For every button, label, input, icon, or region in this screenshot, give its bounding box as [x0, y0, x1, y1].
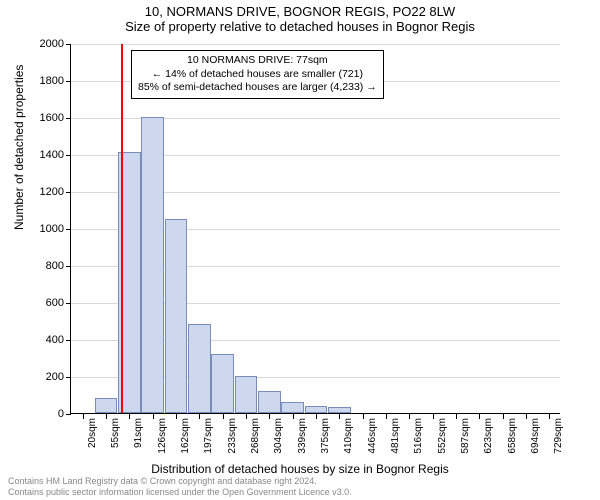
y-tick-mark [66, 81, 71, 82]
y-tick-label: 1800 [24, 75, 64, 87]
x-tick-label: 126sqm [157, 418, 168, 454]
x-tick-label: 55sqm [110, 418, 121, 448]
x-tick-label: 587sqm [460, 418, 471, 454]
page-title-line1: 10, NORMANS DRIVE, BOGNOR REGIS, PO22 8L… [0, 4, 600, 19]
x-tick-mark [176, 414, 177, 419]
y-tick-mark [66, 44, 71, 45]
x-tick-mark [456, 414, 457, 419]
x-tick-label: 339sqm [297, 418, 308, 454]
y-tick-mark [66, 229, 71, 230]
x-tick-label: 552sqm [437, 418, 448, 454]
x-tick-label: 729sqm [553, 418, 564, 454]
footer-line1: Contains HM Land Registry data © Crown c… [8, 476, 352, 486]
y-axis-title: Number of detached properties [12, 65, 26, 230]
histogram-bar [95, 398, 118, 413]
x-tick-label: 694sqm [530, 418, 541, 454]
footer-line2: Contains public sector information licen… [8, 487, 352, 497]
annotation-box: 10 NORMANS DRIVE: 77sqm← 14% of detached… [131, 50, 384, 99]
histogram-bar [328, 407, 351, 413]
annotation-line: 10 NORMANS DRIVE: 77sqm [138, 54, 377, 68]
x-tick-mark [433, 414, 434, 419]
y-tick-label: 1000 [24, 223, 64, 235]
y-tick-label: 0 [24, 408, 64, 420]
histogram-bar [305, 406, 328, 413]
x-tick-mark [223, 414, 224, 419]
y-tick-label: 200 [24, 371, 64, 383]
y-tick-mark [66, 192, 71, 193]
histogram-bar [281, 402, 304, 413]
page-title-line2: Size of property relative to detached ho… [0, 19, 600, 34]
x-tick-label: 516sqm [413, 418, 424, 454]
x-tick-mark [106, 414, 107, 419]
histogram-bar [211, 354, 234, 413]
title-block: 10, NORMANS DRIVE, BOGNOR REGIS, PO22 8L… [0, 0, 600, 34]
x-tick-mark [386, 414, 387, 419]
histogram-bar [141, 117, 164, 413]
x-tick-label: 268sqm [250, 418, 261, 454]
x-tick-mark [293, 414, 294, 419]
y-tick-label: 800 [24, 260, 64, 272]
x-tick-mark [339, 414, 340, 419]
annotation-line: 85% of semi-detached houses are larger (… [138, 81, 377, 95]
histogram-bar [258, 391, 281, 413]
x-tick-label: 481sqm [390, 418, 401, 454]
x-tick-mark [269, 414, 270, 419]
x-tick-label: 623sqm [483, 418, 494, 454]
x-tick-label: 410sqm [343, 418, 354, 454]
x-tick-mark [479, 414, 480, 419]
plot-area: 020040060080010001200140016001800200020s… [70, 44, 560, 414]
reference-line [121, 44, 123, 413]
x-tick-mark [409, 414, 410, 419]
x-tick-label: 658sqm [507, 418, 518, 454]
y-tick-mark [66, 118, 71, 119]
y-tick-label: 1400 [24, 149, 64, 161]
chart-area: 020040060080010001200140016001800200020s… [70, 44, 560, 414]
y-tick-mark [66, 377, 71, 378]
x-tick-mark [83, 414, 84, 419]
x-tick-label: 91sqm [133, 418, 144, 448]
x-tick-mark [316, 414, 317, 419]
histogram-bar [235, 376, 258, 413]
annotation-line: ← 14% of detached houses are smaller (72… [138, 68, 377, 82]
y-tick-mark [66, 414, 71, 415]
y-tick-label: 2000 [24, 38, 64, 50]
histogram-bar [188, 324, 211, 413]
y-tick-mark [66, 340, 71, 341]
x-tick-label: 446sqm [367, 418, 378, 454]
y-tick-mark [66, 266, 71, 267]
x-tick-mark [129, 414, 130, 419]
y-tick-mark [66, 155, 71, 156]
histogram-bar [165, 219, 188, 413]
footer-attribution: Contains HM Land Registry data © Crown c… [8, 476, 352, 497]
x-tick-mark [153, 414, 154, 419]
y-tick-label: 600 [24, 297, 64, 309]
x-tick-label: 375sqm [320, 418, 331, 454]
y-tick-mark [66, 303, 71, 304]
y-tick-label: 1200 [24, 186, 64, 198]
x-tick-mark [363, 414, 364, 419]
x-tick-mark [549, 414, 550, 419]
y-tick-label: 1600 [24, 112, 64, 124]
x-tick-label: 233sqm [227, 418, 238, 454]
x-tick-label: 20sqm [87, 418, 98, 448]
x-tick-label: 304sqm [273, 418, 284, 454]
x-axis-title: Distribution of detached houses by size … [0, 462, 600, 476]
x-tick-mark [199, 414, 200, 419]
gridline [71, 44, 560, 45]
x-tick-mark [526, 414, 527, 419]
x-tick-mark [503, 414, 504, 419]
x-tick-label: 162sqm [180, 418, 191, 454]
x-tick-mark [246, 414, 247, 419]
x-tick-label: 197sqm [203, 418, 214, 454]
y-tick-label: 400 [24, 334, 64, 346]
